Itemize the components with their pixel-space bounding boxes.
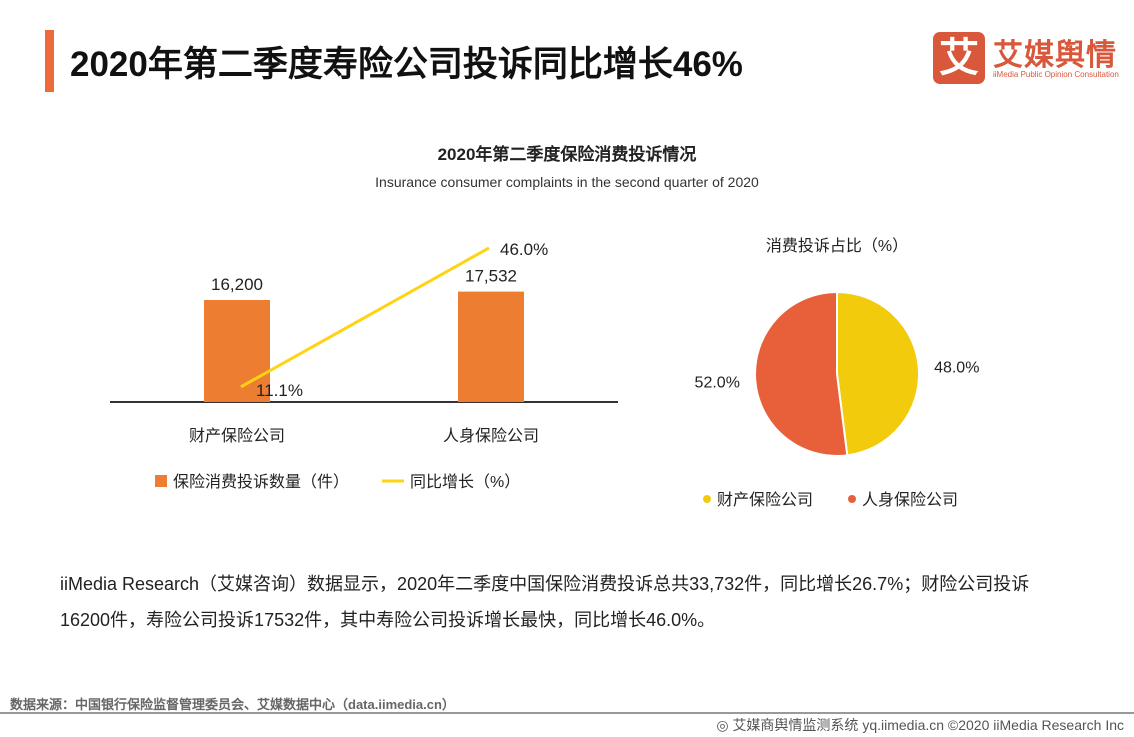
logo-name: 艾媒舆情	[993, 39, 1117, 72]
title-accent-bar	[45, 30, 54, 92]
logo-tagline: iiMedia Public Opinion Consultation	[993, 70, 1119, 79]
pie-legend-dot	[703, 495, 711, 503]
bar-label: 16,200	[211, 275, 263, 294]
footer-text: ◎ 艾媒商舆情监测系统 yq.iimedia.cn ©2020 iiMedia …	[716, 715, 1124, 735]
category-label: 财产保险公司	[189, 427, 285, 445]
legend-swatch-bar	[155, 475, 167, 487]
pie-label: 52.0%	[695, 375, 740, 392]
pie-legend-label: 财产保险公司	[717, 491, 813, 509]
description-text: iiMedia Research（艾媒咨询）数据显示，2020年二季度中国保险消…	[60, 574, 1030, 630]
page-title: 2020年第二季度寿险公司投诉同比增长46%	[70, 45, 743, 84]
bar-0	[204, 300, 270, 402]
chart-canvas: 16,200 财产保险公司 17,532 人身保险公司 11.1% 46.0% 保险消费投诉…	[110, 237, 979, 509]
chart-subtitle: Insurance consumer complaints in the sec…	[375, 174, 759, 190]
line-label: 46.0%	[500, 240, 548, 259]
category-label: 人身保险公司	[443, 427, 539, 445]
bar-label: 17,532	[465, 267, 517, 286]
logo-icon: 艾	[933, 32, 985, 84]
pie-title: 消费投诉占比（%）	[766, 237, 908, 255]
legend-label-line: 同比增长（%）	[410, 473, 520, 491]
growth-line	[240, 246, 490, 389]
chart-title: 2020年第二季度保险消费投诉情况	[437, 145, 697, 164]
line-label: 11.1%	[256, 381, 303, 400]
globe-icon: ◎	[716, 717, 733, 733]
footer-label: 艾媒商舆情监测系统 yq.iimedia.cn ©2020 iiMedia Re…	[732, 717, 1124, 733]
legend-label-bar: 保险消费投诉数量（件）	[173, 473, 349, 491]
bar-1	[458, 291, 524, 402]
pie-legend-label: 人身保险公司	[862, 491, 958, 509]
footer-divider	[0, 712, 1134, 714]
pie-slice-0	[836, 290, 920, 457]
pie-label: 48.0%	[934, 359, 979, 376]
source-text: 数据来源：中国银行保险监督管理委员会、艾媒数据中心（data.iimedia.c…	[10, 697, 455, 712]
pie-legend-dot	[848, 495, 856, 503]
pie-slice-1	[754, 290, 849, 457]
